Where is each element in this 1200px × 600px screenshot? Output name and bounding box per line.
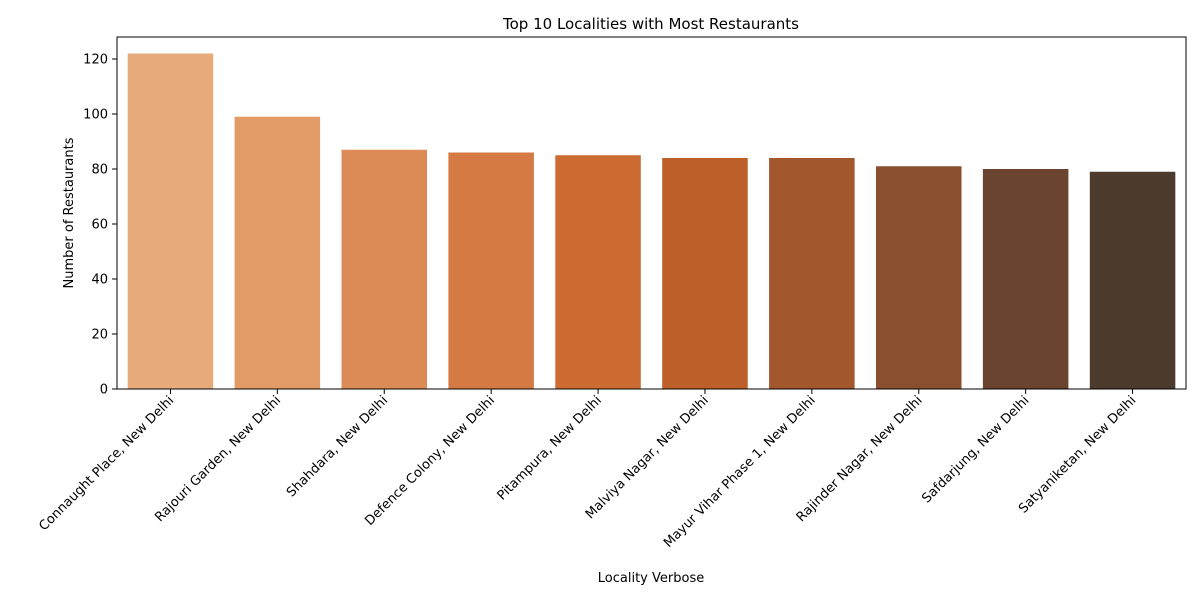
bar: [769, 158, 855, 389]
y-tick-label: 80: [91, 163, 108, 178]
y-axis-title: Number of Restaurants: [62, 137, 77, 288]
bar: [875, 166, 962, 389]
chart-title: Top 10 Localities with Most Restaurants: [502, 15, 799, 33]
y-tick-label: 120: [83, 53, 108, 68]
bar: [448, 152, 534, 389]
plot-area: [116, 36, 1187, 390]
x-tick-label: Shahdara, New Delhi: [284, 393, 391, 500]
x-tick-label: Malviya Nagar, New Delhi: [583, 393, 712, 522]
bar: [234, 116, 321, 389]
y-axis: 0 20 40 60 80 100 120: [83, 53, 117, 398]
x-tick-label: Safdarjung, New Delhi: [919, 393, 1032, 506]
y-tick-label: 40: [91, 273, 108, 288]
x-tick-label: Pitampura, New Delhi: [495, 393, 605, 503]
y-tick-label: 60: [91, 218, 108, 233]
bar: [341, 149, 428, 389]
x-tick-label: Satyaniketan, New Delhi: [1016, 393, 1139, 516]
y-tick-label: 20: [91, 328, 108, 343]
bar: [982, 169, 1069, 389]
y-tick-label: 0: [100, 383, 108, 398]
bar: [555, 155, 641, 389]
bar: [127, 53, 214, 389]
plot-frame: [116, 36, 1187, 390]
y-tick-label: 100: [83, 108, 108, 123]
bar: [662, 158, 748, 389]
x-axis-title: Locality Verbose: [598, 571, 704, 586]
x-tick-label: Rajouri Garden, New Delhi: [152, 393, 284, 525]
bar: [1089, 171, 1176, 389]
x-tick-label: Rajinder Nagar, New Delhi: [794, 393, 926, 525]
x-tick-label: Defence Colony, New Delhi: [362, 393, 498, 529]
